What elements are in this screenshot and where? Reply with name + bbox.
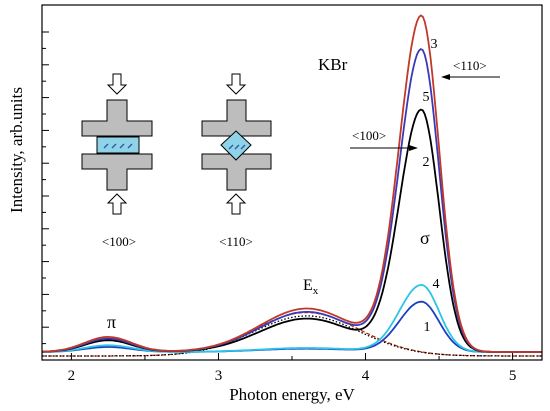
curve-number-label: 5 — [423, 90, 430, 105]
x-tick-label: 4 — [362, 368, 370, 384]
pi-band-label: π — [107, 312, 116, 332]
schematic-110-top-anvil — [201, 99, 272, 137]
schematic-110: <110> — [201, 73, 272, 249]
curves-layer — [41, 14, 542, 357]
curve-number-label: 2 — [423, 155, 430, 170]
x-axis-label: Photon energy, eV — [229, 385, 355, 404]
schematic-100-label: <100> — [102, 234, 136, 249]
exciton-label-main: E — [303, 277, 313, 294]
series-4 — [41, 283, 542, 353]
polarization-label: σ — [420, 228, 430, 248]
schematic-110-label: <110> — [219, 234, 253, 249]
schematic-100: <100> — [81, 73, 153, 249]
schematic-100-bottom-arrow — [106, 193, 128, 215]
schematic-110-bottom-anvil — [201, 153, 272, 191]
series-3 — [41, 14, 542, 353]
schematic-110-crystal — [220, 130, 252, 161]
schematic-110-strain-marks — [228, 144, 246, 150]
schematic-100-strain-marks — [103, 143, 133, 149]
schematic-110-bottom-arrow — [225, 193, 247, 215]
y-axis-label: Intensity, arb.units — [7, 87, 26, 213]
schematic-100-top-anvil — [81, 99, 153, 137]
curve-labels: 3 5 2 4 1 — [423, 37, 440, 335]
direction-100-label: <100> — [352, 128, 386, 143]
exciton-label: Ex — [303, 277, 319, 297]
direction-100-arrowhead — [409, 145, 418, 151]
schematic-100-crystal — [96, 136, 140, 154]
direction-110-label: <110> — [453, 58, 487, 73]
component-dotted — [42, 315, 542, 357]
series-2 — [41, 108, 542, 353]
x-tick-label: 3 — [215, 368, 223, 384]
curve-number-label: 1 — [424, 320, 431, 335]
direction-110-arrowhead — [441, 74, 450, 80]
exciton-label-sub: x — [313, 285, 319, 297]
axis-ticks: 2 3 4 5 — [42, 31, 517, 384]
schematic-100-bottom-anvil — [81, 153, 153, 191]
x-tick-label: 2 — [68, 368, 76, 384]
schematic-100-top-arrow — [106, 73, 128, 95]
curve-number-label: 4 — [433, 277, 440, 292]
x-tick-label: 5 — [509, 368, 517, 384]
curve-number-label: 3 — [431, 37, 438, 52]
sample-label: KBr — [318, 55, 348, 74]
schematic-110-top-arrow — [225, 73, 247, 95]
